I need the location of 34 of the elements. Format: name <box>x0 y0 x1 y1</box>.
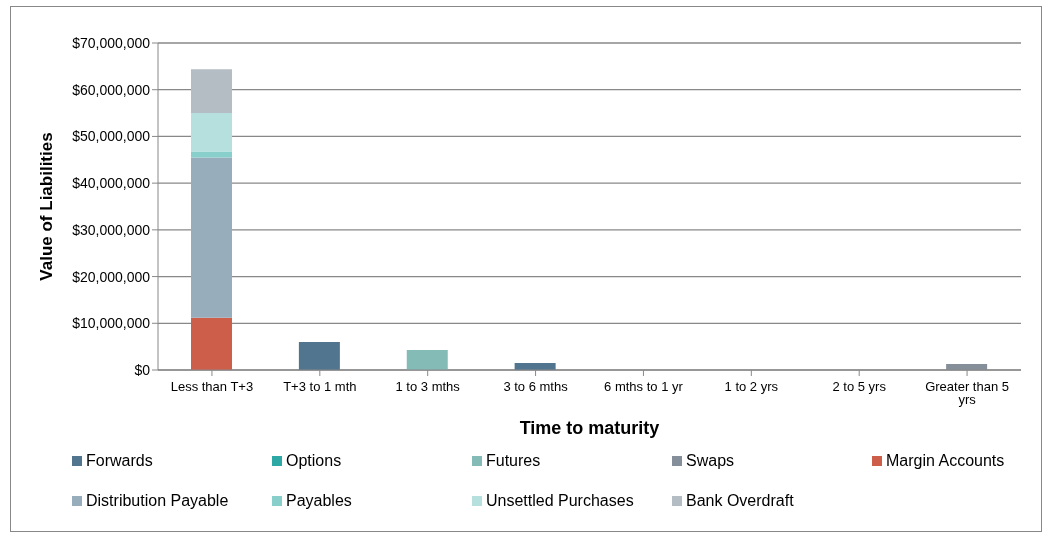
legend-label: Payables <box>286 492 352 510</box>
y-tick-label: $50,000,000 <box>72 128 151 145</box>
legend-label: Swaps <box>686 452 735 470</box>
legend-label: Margin Accounts <box>886 452 1005 470</box>
x-axis-title: Time to maturity <box>519 418 660 438</box>
bar <box>191 113 232 152</box>
y-tick-label: $40,000,000 <box>72 175 151 192</box>
legend-label: Distribution Payable <box>86 492 229 510</box>
bar <box>298 341 340 370</box>
y-tick-label: $20,000,000 <box>72 268 151 285</box>
x-tick-label: Less than T+3 <box>170 379 254 395</box>
legend-label: Forwards <box>86 452 153 470</box>
y-tick-label: $10,000,000 <box>72 315 151 332</box>
bar <box>191 157 232 318</box>
bar <box>406 349 448 370</box>
x-tick-label: 6 mths to 1 yr <box>604 379 684 395</box>
x-tick-label: 2 to 5 yrs <box>832 379 887 395</box>
bar <box>191 69 232 114</box>
x-tick-label: T+3 to 1 mth <box>283 379 357 395</box>
y-tick-label: $70,000,000 <box>72 34 151 51</box>
y-axis-title: Value of Liabilities <box>37 132 57 281</box>
y-tick-label: $0 <box>134 361 151 378</box>
legend-label: Options <box>286 452 342 470</box>
legend-label: Bank Overdraft <box>686 492 794 510</box>
bar <box>191 151 232 158</box>
x-tick-label: 1 to 3 mths <box>395 379 461 395</box>
bar <box>191 317 232 370</box>
x-tick-label: Greater than 5 yrs <box>925 379 1009 408</box>
legend-label: Unsettled Purchases <box>486 492 634 510</box>
legend-label: Futures <box>486 452 541 470</box>
x-tick-label: 3 to 6 mths <box>503 379 569 395</box>
y-tick-label: $30,000,000 <box>72 221 151 238</box>
x-tick-label: 1 to 2 yrs <box>724 379 779 395</box>
y-tick-label: $60,000,000 <box>72 81 151 98</box>
